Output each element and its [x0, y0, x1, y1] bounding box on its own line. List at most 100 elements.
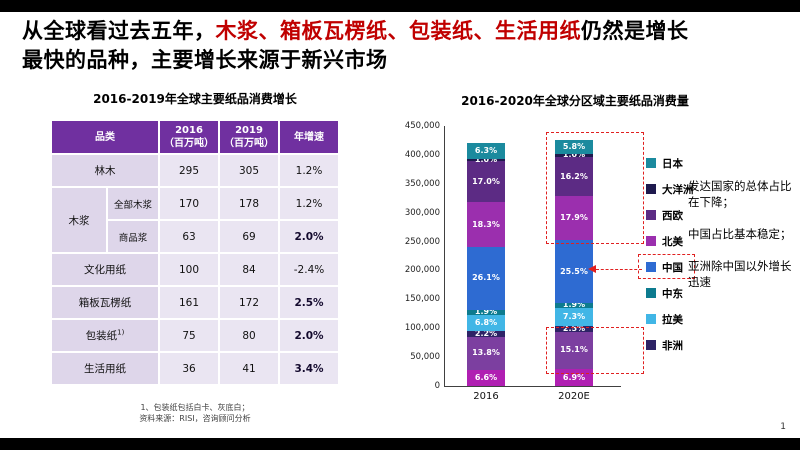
segment-label: 26.1% — [472, 273, 500, 283]
y-axis-tick-label: 450,000 — [404, 121, 440, 131]
china-arrowhead-icon — [588, 265, 596, 273]
legend-label: 日本 — [662, 157, 683, 170]
bar-segment: 6.6% — [467, 370, 505, 386]
table-row: 商品浆 63 69 2.0% — [52, 221, 338, 252]
page-number: 1 — [780, 422, 786, 432]
cell-subcategory: 全部木浆 — [108, 188, 158, 219]
header-growth: 年增速 — [280, 121, 338, 153]
cell-growth: -2.4% — [280, 254, 338, 285]
annotations: 发达国家的总体占比在下降； 中国占比基本稳定； 亚洲除中国以外增长迅速 — [688, 178, 796, 306]
header-2016: 2016 （百万吨） — [160, 121, 218, 153]
segment-label: 6.3% — [474, 146, 498, 156]
bar-segment: 2.2% — [467, 329, 505, 337]
legend-swatch — [646, 184, 656, 194]
segment-label: 17.0% — [472, 176, 500, 186]
cell-growth: 1.2% — [280, 188, 338, 219]
bar-segment: 18.3% — [467, 202, 505, 247]
legend-label: 拉美 — [662, 313, 683, 326]
legend-swatch — [646, 340, 656, 350]
bar-segment: 1.0% — [467, 155, 505, 163]
cell-2016: 170 — [160, 188, 218, 219]
cell-category: 木浆 — [52, 188, 106, 252]
y-axis: 450,000 400,000 350,000 300,000 250,000 200,0… — [396, 114, 440, 414]
footnote-line1: 1、包装纸包括白卡、灰底白； — [140, 403, 250, 412]
cell-category: 包装纸1) — [52, 320, 158, 351]
legend-item: 大洋洲 — [646, 176, 694, 202]
table-row: 木浆 全部木浆 170 178 1.2% — [52, 188, 338, 252]
cell-2019: 172 — [220, 287, 278, 318]
stacked-bar-2016: 6.6% 13.8% 2.2% 6.8% 1.9% 26.1% 18.3% 17.0% 1.0%… — [467, 143, 505, 386]
title-text-run: 最快的品种，主要增长来源于新兴市场 — [22, 48, 388, 72]
china-legend-dashed-box — [638, 254, 695, 279]
developed-countries-dashed-box — [546, 132, 644, 244]
bar-segment: 6.8% — [467, 314, 505, 332]
cell-growth: 1.2% — [280, 155, 338, 186]
cell-category: 箱板瓦楞纸 — [52, 287, 158, 318]
y-axis-tick-label: 200,000 — [404, 265, 440, 276]
cell-growth: 2.0% — [280, 320, 338, 351]
bar-segment: 6.3% — [467, 143, 505, 159]
bar-segment: 13.8% — [467, 336, 505, 370]
annotation-asia: 亚洲除中国以外增长迅速 — [688, 259, 792, 289]
segment-label: 6.6% — [474, 373, 498, 382]
x-axis-label: 2016 — [473, 391, 499, 402]
slide-title-line1: 从全球看过去五年，木浆、箱板瓦楞纸、包装纸、生活用纸仍然是增长 — [22, 17, 689, 46]
bar-segment: 7.3% — [555, 307, 593, 326]
chart-title: 2016-2020年全球分区域主要纸品消费量 — [461, 94, 689, 108]
segment-label: 18.3% — [472, 219, 500, 229]
y-axis-tick-label: 100,000 — [404, 323, 440, 334]
header-category: 品类 — [52, 121, 158, 153]
y-axis-tick-label: 300,000 — [404, 207, 440, 218]
cell-2019: 178 — [220, 188, 278, 219]
asia-ex-china-dashed-box — [546, 327, 644, 374]
cell-category: 文化用纸 — [52, 254, 158, 285]
cell-2016: 36 — [160, 353, 218, 384]
cell-growth: 2.5% — [280, 287, 338, 318]
bar-segment: 1.9% — [467, 308, 505, 316]
legend-item: 北美 — [646, 228, 694, 254]
bar-segment: 17.0% — [467, 161, 505, 203]
table-header-row: 品类 2016 （百万吨） 2019 （百万吨） 年增速 — [52, 121, 338, 153]
cell-2016: 161 — [160, 287, 218, 318]
legend-swatch — [646, 210, 656, 220]
y-axis-tick-label: 400,000 — [404, 149, 440, 160]
legend-swatch — [646, 314, 656, 324]
footnote-ref: 1) — [117, 328, 125, 337]
annotation-china: 中国占比基本稳定； — [688, 227, 792, 241]
segment-label: 7.3% — [562, 311, 586, 321]
cell-growth: 3.4% — [280, 353, 338, 384]
cell-2019: 41 — [220, 353, 278, 384]
legend-swatch — [646, 236, 656, 246]
footnote: 1、包装纸包括白卡、灰底白； 资料来源：RISI，咨询顾问分析 — [50, 402, 340, 424]
table-title: 2016-2019年全球主要纸品消费增长 — [93, 92, 297, 106]
legend-item: 中国 — [646, 254, 694, 280]
y-axis-tick-label: 0 — [434, 381, 440, 391]
table-panel: 2016-2019年全球主要纸品消费增长 品类 2016 （百万吨） 2019 （百… — [50, 90, 340, 424]
china-dashed-line — [596, 269, 642, 270]
chart-legend: 日本大洋洲 西欧 北美中国中东拉美非洲 — [646, 150, 694, 358]
legend-item: 非洲 — [646, 332, 694, 358]
legend-item: 西欧 — [646, 202, 694, 228]
table-row: 生活用纸 36 41 3.4% — [52, 353, 338, 384]
footnote-line2: 资料来源：RISI，咨询顾问分析 — [139, 414, 251, 423]
slide: 从全球看过去五年，木浆、箱板瓦楞纸、包装纸、生活用纸仍然是增长 最快的品种，主要… — [0, 12, 800, 438]
slide-title-line2: 最快的品种，主要增长来源于新兴市场 — [22, 46, 689, 75]
y-axis-tick-label: 150,000 — [404, 294, 440, 305]
cell-2019: 305 — [220, 155, 278, 186]
table-row: 包装纸1) 75 80 2.0% — [52, 320, 338, 351]
x-axis-label: 2020E — [558, 391, 590, 402]
bar-segment: 1.9% — [555, 301, 593, 309]
legend-label: 中国 — [662, 261, 683, 274]
legend-label: 非洲 — [662, 339, 683, 352]
table-row: 林木 295 305 1.2% — [52, 155, 338, 186]
annotation-developed-countries: 发达国家的总体占比在下降； — [688, 179, 792, 209]
segment-label: 13.8% — [472, 348, 500, 358]
table-row: 箱板瓦楞纸 161 172 2.5% — [52, 287, 338, 318]
y-axis-tick-label: 50,000 — [410, 352, 440, 363]
legend-label: 中东 — [662, 287, 683, 300]
legend-item: 中东 — [646, 280, 694, 306]
consumption-table: 品类 2016 （百万吨） 2019 （百万吨） 年增速 林木 295 305 1.… — [50, 119, 340, 386]
cell-2019: 84 — [220, 254, 278, 285]
y-axis-tick-label: 250,000 — [404, 236, 440, 247]
legend-swatch — [646, 262, 656, 272]
